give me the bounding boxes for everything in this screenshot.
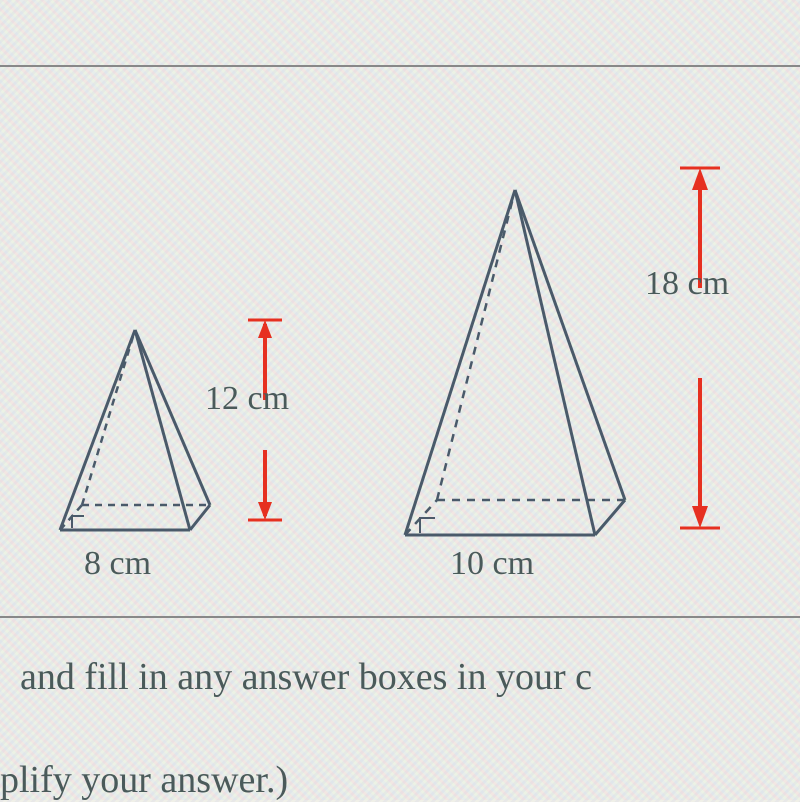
geometry-figure: 12 cm 18 cm 8 cm 10 cm: [0, 90, 800, 600]
divider-top: [0, 65, 800, 67]
pyramid-right: [380, 150, 640, 560]
pyramid-left: [40, 270, 220, 560]
height-arrow-right: [670, 138, 730, 548]
instruction-text-line2: plify your answer.): [0, 758, 288, 802]
label-10cm: 10 cm: [450, 545, 534, 583]
divider-bottom: [0, 616, 800, 618]
instruction-text-line1: and fill in any answer boxes in your c: [20, 655, 592, 699]
label-8cm: 8 cm: [84, 545, 151, 583]
label-18cm: 18 cm: [645, 265, 729, 303]
label-12cm: 12 cm: [205, 380, 289, 418]
